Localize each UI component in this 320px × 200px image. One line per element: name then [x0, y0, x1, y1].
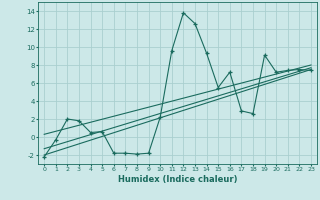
X-axis label: Humidex (Indice chaleur): Humidex (Indice chaleur)	[118, 175, 237, 184]
